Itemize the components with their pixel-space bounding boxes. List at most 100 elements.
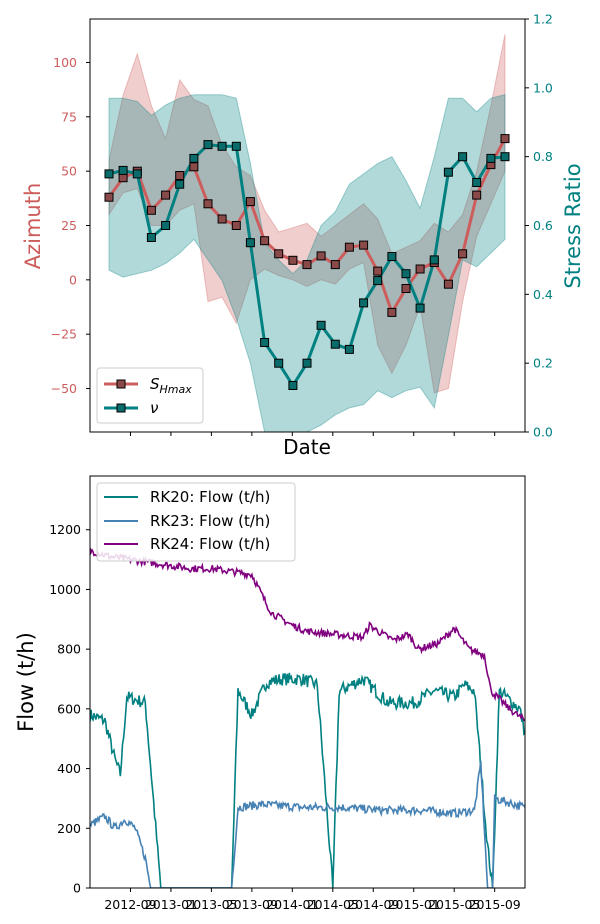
marker-nu-26 [472,178,482,187]
marker-nu-27 [486,153,496,163]
marker-shmax-26 [472,190,482,200]
marker-shmax-13 [288,255,298,265]
bottom-x-tick-label: 2014-01 [266,897,318,912]
bottom-y-tick-label: 200 [57,821,81,836]
marker-shmax-28 [500,134,510,144]
top-x-label: Date [283,435,331,459]
bottom-x-axis-ticks: 2012-092013-012013-052013-092014-012014-… [104,888,521,912]
bottom-y-axis-ticks: 1200 1000 800 600 400 200 0 [49,522,90,896]
marker-nu-6 [189,153,199,163]
bottom-y-tick-label: 0 [73,881,81,896]
marker-nu-14 [302,358,312,368]
marker-shmax-6 [189,162,199,172]
left-tick-label: 100 [53,55,77,70]
bottom-y-tick-label: 400 [57,761,81,776]
bottom-x-tick-label: 2015-09 [469,897,521,912]
top-y-left-label: Azimuth [21,183,45,270]
bottom-lines [90,548,525,888]
marker-shmax-25 [458,249,468,259]
marker-shmax-9 [231,221,241,230]
marker-shmax-5 [175,171,185,180]
marker-nu-8 [217,141,227,151]
marker-nu-20 [387,252,397,261]
bottom-y-tick-label: 800 [57,642,81,657]
marker-nu-5 [175,179,185,189]
marker-shmax-7 [203,199,213,209]
bottom-x-tick-label: 2015-01 [388,897,440,912]
marker-shmax-3 [146,205,156,215]
marker-nu-11 [260,338,270,347]
marker-nu-9 [231,141,241,151]
band-shmax [108,34,506,394]
marker-nu-23 [429,255,439,265]
legend-shmax-label: SHmax [150,375,192,396]
legend-nu-marker [116,403,126,413]
marker-nu-12 [274,358,284,368]
marker-shmax-17 [344,242,354,252]
legend-shmax-marker [116,379,126,389]
top-markers [104,134,510,390]
marker-nu-13 [288,381,298,390]
left-tick-label: −50 [51,381,77,396]
marker-nu-28 [500,152,510,162]
top-chart: 100 75 50 25 0 −25 −50 1.2 1.0 0.8 0.6 0.4 0.2 0.0 A… [21,12,585,460]
right-tick-label: 1.0 [533,80,553,95]
bottom-legend-box [96,482,296,562]
legend-shmax-sub: Hmax [160,383,193,396]
flow-line-rk20 [90,672,525,888]
marker-shmax-14 [302,260,312,270]
top-legend: SHmax ν [96,367,204,424]
marker-shmax-11 [260,236,270,246]
right-tick-label: 0.0 [533,425,553,440]
marker-nu-4 [161,221,171,230]
bottom-x-tick-label: 2013-09 [226,897,278,912]
flow-line-rk24 [90,548,525,722]
marker-nu-10 [245,238,255,248]
marker-shmax-15 [316,251,326,261]
bottom-x-tick-label: 2014-09 [347,897,399,912]
marker-shmax-10 [245,197,255,207]
marker-nu-16 [330,339,340,349]
marker-shmax-22 [415,264,425,274]
marker-shmax-16 [330,260,340,270]
bottom-x-tick-label: 2014-05 [307,897,359,912]
bottom-y-tick-label: 1200 [49,522,81,537]
top-right-axis-ticks: 1.2 1.0 0.8 0.6 0.4 0.2 0.0 [525,12,553,440]
marker-shmax-12 [274,249,284,259]
marker-nu-18 [359,298,369,308]
left-tick-label: 0 [69,272,77,287]
marker-shmax-8 [217,214,227,224]
top-y-right-label: Stress Ratio [561,163,585,288]
marker-shmax-24 [443,279,453,289]
marker-nu-17 [344,344,354,354]
flow-line-rk23 [90,760,525,888]
marker-shmax-0 [104,192,114,202]
marker-shmax-4 [161,190,171,200]
right-tick-label: 0.6 [533,218,553,233]
right-tick-label: 0.4 [533,287,553,302]
marker-nu-25 [458,152,468,162]
left-tick-label: 25 [61,218,77,233]
legend-nu-label: ν [150,399,158,417]
bottom-x-tick-label: 2013-05 [185,897,237,912]
top-x-axis-ticks [129,432,496,436]
right-tick-label: 1.2 [533,12,553,27]
marker-nu-21 [401,269,411,279]
marker-nu-19 [373,276,383,286]
left-tick-label: 50 [61,164,77,179]
marker-shmax-19 [373,266,383,276]
bottom-x-tick-label: 2012-09 [104,897,156,912]
marker-nu-3 [146,233,156,242]
marker-nu-15 [316,320,326,330]
bottom-x-tick-label: 2015-05 [428,897,480,912]
marker-shmax-18 [359,240,369,250]
bottom-y-label: Flow (t/h) [14,632,38,732]
marker-nu-24 [443,167,453,177]
marker-nu-7 [203,140,213,150]
legend-rk24-label: RK24: Flow (t/h) [150,535,270,553]
left-tick-label: 75 [61,109,77,124]
bottom-y-tick-label: 1000 [49,582,81,597]
legend-shmax-main: S [150,375,160,393]
